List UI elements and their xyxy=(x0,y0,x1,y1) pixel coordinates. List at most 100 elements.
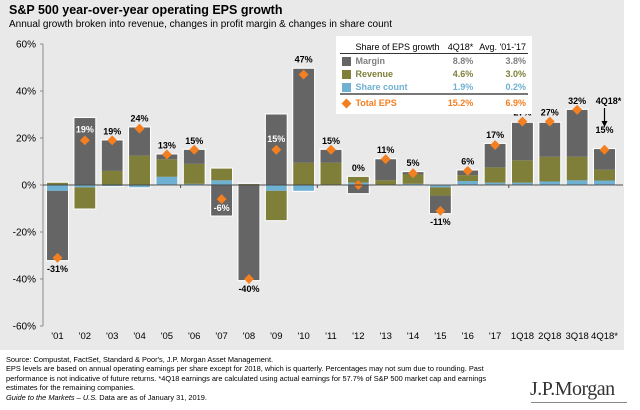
y-tick-label: -60% xyxy=(13,322,36,333)
x-tick-label: '14 xyxy=(407,331,419,342)
legend-label: Revenue xyxy=(355,68,393,79)
total-eps-marker xyxy=(435,205,446,216)
bar-segment-revenue xyxy=(293,162,315,185)
bar-segment-share-count xyxy=(539,181,561,185)
legend-header-4q18: 4Q18* xyxy=(444,40,476,54)
legend-value-4q18: 1.9% xyxy=(452,81,474,92)
bar-segment-share-count xyxy=(183,183,205,185)
bar-segment-margin xyxy=(539,122,561,157)
bar-segment-margin xyxy=(293,68,315,163)
legend-label: Share count xyxy=(355,81,408,92)
bar-segment-revenue xyxy=(594,169,615,181)
x-tick-label: '17 xyxy=(489,331,501,342)
y-tick-label: 20% xyxy=(16,134,36,145)
bar-segment-revenue xyxy=(101,170,123,185)
total-eps-label: 15% xyxy=(267,134,285,144)
jpmorgan-logo: J.P.Morgan xyxy=(530,378,615,400)
bar-segment-revenue xyxy=(265,190,287,221)
legend-value-avg: 3.8% xyxy=(505,55,526,66)
legend-value-4q18: 4.6% xyxy=(452,68,474,79)
total-eps-marker xyxy=(161,149,172,160)
chart-title: S&P 500 year-over-year operating EPS gro… xyxy=(9,3,283,17)
bar-segment-margin xyxy=(429,195,451,214)
bar-segment-revenue xyxy=(511,160,533,183)
bar-segment-revenue xyxy=(211,168,233,181)
total-eps-marker xyxy=(216,194,227,205)
bar-segment-revenue xyxy=(539,156,561,182)
bar-segment-revenue xyxy=(74,187,96,209)
total-eps-label: 11% xyxy=(377,145,395,155)
y-tick-label: 40% xyxy=(16,87,36,98)
total-eps-label: -40% xyxy=(238,284,259,294)
footnote-line: performance is not indicative of future … xyxy=(6,373,487,383)
x-tick-label: '08 xyxy=(243,331,255,342)
total-eps-label: 15% xyxy=(185,136,203,146)
bar-segment-margin xyxy=(484,143,506,168)
legend-header-label: Share of EPS growth xyxy=(353,40,445,54)
x-tick-label: '04 xyxy=(133,331,145,342)
total-eps-marker xyxy=(462,165,473,176)
bar-segment-share-count xyxy=(484,182,506,185)
x-tick-label: 4Q18* xyxy=(591,331,618,342)
data-date: Data are as of January 31, 2019. xyxy=(97,392,207,402)
legend-value-avg: 6.9% xyxy=(475,93,528,110)
bar-segment-revenue xyxy=(457,175,479,182)
total-eps-marker xyxy=(544,116,555,127)
legend-row-share-count: Share count 1.9% 0.2% xyxy=(340,80,528,94)
bar-segment-margin xyxy=(594,149,615,170)
diamond-marker-icon xyxy=(341,98,352,109)
chart-plot: 60% 40% 20% 0% -20% -40% -60% '01 -31% '02 19% '03 1… xyxy=(13,40,623,342)
bar-segment-share-count xyxy=(566,180,588,185)
total-eps-label: 19% xyxy=(76,124,94,134)
bar-segment-revenue xyxy=(347,176,369,183)
x-tick-label: 2Q18 xyxy=(538,331,561,342)
legend-header-avg: Avg. '01-'17 xyxy=(475,40,528,54)
total-eps-marker xyxy=(408,168,418,179)
bar-segment-share-count xyxy=(511,182,533,185)
bar-segment-share-count xyxy=(156,176,178,185)
bar-outline xyxy=(210,167,234,217)
total-eps-label: 13% xyxy=(158,140,176,150)
x-tick-label: '05 xyxy=(161,331,173,342)
x-tick-label: '01 xyxy=(51,331,63,342)
bar-segment-margin xyxy=(74,118,96,185)
total-eps-label: -11% xyxy=(430,217,451,227)
x-tick-label: '16 xyxy=(462,331,474,342)
legend-table: Share of EPS growth 4Q18* Avg. '01-'17 M… xyxy=(336,36,532,114)
bar-segment-margin xyxy=(511,122,533,161)
x-tick-label: '10 xyxy=(297,331,309,342)
x-tick-label: '03 xyxy=(106,331,118,342)
bar-segment-margin xyxy=(375,159,397,181)
bar-outline xyxy=(73,117,97,210)
bar-segment-share-count xyxy=(211,180,233,185)
x-tick-label: '06 xyxy=(188,331,200,342)
total-eps-marker xyxy=(134,123,145,134)
x-tick-label: '09 xyxy=(270,331,282,342)
bar-segment-margin xyxy=(47,190,68,261)
bar-segment-margin xyxy=(101,140,123,171)
total-eps-marker xyxy=(490,140,501,150)
bar-segment-revenue xyxy=(484,167,506,183)
bar-segment-revenue xyxy=(320,162,342,185)
total-eps-label: 17% xyxy=(486,130,504,140)
legend-value-4q18: 15.2% xyxy=(444,93,476,110)
total-eps-marker xyxy=(380,154,391,165)
bar-segment-margin xyxy=(183,149,205,164)
total-eps-marker xyxy=(107,135,118,146)
bar-segment-revenue xyxy=(429,187,451,196)
legend-header-row: Share of EPS growth 4Q18* Avg. '01-'17 xyxy=(340,40,528,54)
bar-segment-revenue xyxy=(183,163,205,184)
legend-row-margin: Margin 8.8% 3.8% xyxy=(340,54,528,68)
total-eps-label: 32% xyxy=(568,96,586,106)
logo-underline xyxy=(531,402,627,403)
total-eps-label: 24% xyxy=(131,113,149,123)
total-eps-marker xyxy=(189,144,200,155)
y-tick-label: 60% xyxy=(16,40,36,51)
x-tick-label: '11 xyxy=(325,331,337,342)
bar-segment-share-count xyxy=(265,185,287,191)
bar-segment-revenue xyxy=(47,182,68,185)
bar-segment-margin xyxy=(566,109,588,157)
bar-segment-share-count xyxy=(429,185,451,188)
total-eps-label: -6% xyxy=(214,203,230,213)
bar-segment-revenue xyxy=(566,156,588,181)
